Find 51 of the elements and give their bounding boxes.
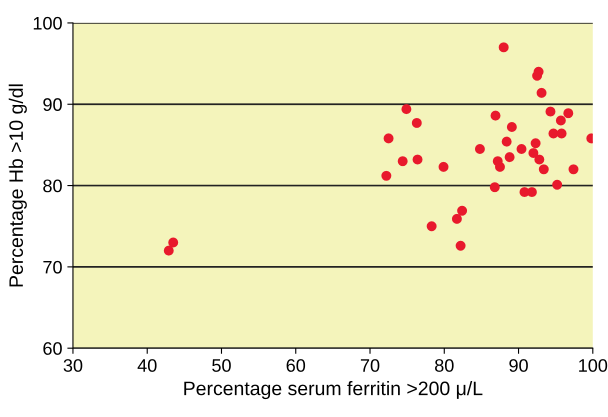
x-tick-label: 30 [64, 359, 82, 372]
point [568, 164, 578, 174]
y-tick-label: 70 [43, 260, 62, 274]
point [516, 144, 526, 154]
y-tick-label: 80 [43, 180, 62, 192]
point [412, 154, 423, 165]
point [498, 42, 509, 52]
point [530, 138, 541, 148]
point [438, 162, 449, 172]
x-axis-title: Percentage serum ferritin >200 μ/L [184, 381, 482, 400]
y-axis-title: Percentage Hb >10 g/dl [8, 84, 27, 286]
y-tick-label: 60 [43, 342, 62, 355]
x-tick-label: 60 [286, 359, 306, 372]
point [384, 133, 394, 144]
point [474, 144, 485, 154]
x-tick-label: 80 [435, 359, 454, 372]
point [556, 116, 566, 126]
point [412, 118, 422, 128]
point [563, 108, 574, 118]
y-tick-label: 100 [34, 16, 62, 30]
point [506, 122, 517, 132]
point [452, 214, 462, 224]
point [164, 246, 174, 256]
point [401, 104, 412, 114]
point [536, 88, 547, 98]
x-tick-label: 90 [509, 359, 528, 372]
point [545, 106, 556, 117]
x-tick-label: 50 [212, 359, 231, 372]
point [534, 154, 544, 165]
point [504, 152, 515, 162]
point [494, 162, 505, 172]
point [548, 128, 558, 138]
point [381, 170, 392, 181]
x-tick-label: 70 [360, 359, 380, 372]
point [538, 164, 549, 174]
point [552, 180, 562, 190]
point [456, 240, 466, 251]
point [398, 156, 408, 166]
point [457, 206, 468, 216]
y-tick-label: 90 [43, 98, 62, 111]
point [528, 148, 538, 158]
point [534, 66, 544, 77]
point [168, 238, 178, 248]
point [526, 187, 537, 198]
point [490, 110, 500, 121]
x-tick-label: 40 [138, 359, 157, 372]
point [502, 136, 512, 147]
point [490, 182, 500, 192]
x-tick-label: 100 [579, 359, 608, 372]
point [556, 128, 567, 138]
point [426, 221, 437, 232]
